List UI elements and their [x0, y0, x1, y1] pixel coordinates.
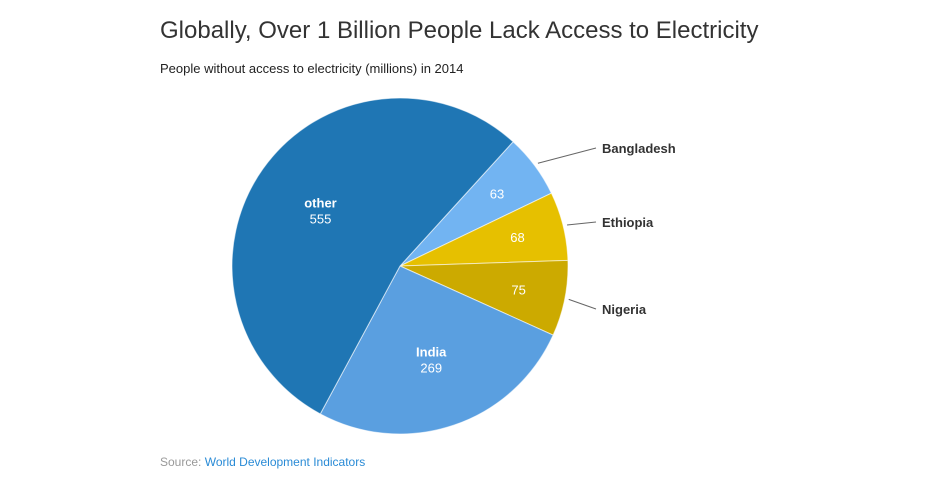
chart-subtitle: People without access to electricity (mi…	[160, 61, 464, 76]
slice-name-ethiopia: Ethiopia	[602, 215, 654, 230]
source-label: Source:	[160, 455, 202, 469]
slice-name-india: India	[416, 344, 447, 359]
slice-name-bangladesh: Bangladesh	[602, 141, 676, 156]
connector-nigeria	[568, 298, 597, 310]
connector-bangladesh	[537, 147, 597, 164]
data-label-india: 269	[420, 360, 442, 375]
slice-name-nigeria: Nigeria	[602, 302, 647, 317]
slice-name-other: other	[304, 196, 337, 211]
data-label-nigeria: 75	[511, 282, 525, 297]
pie-slice-other	[231, 97, 514, 415]
source-note: Source: World Development Indicators	[160, 455, 365, 469]
data-label-ethiopia: 68	[510, 230, 524, 245]
pie-slice-india	[319, 265, 554, 435]
chart-title: Globally, Over 1 Billion People Lack Acc…	[160, 17, 759, 44]
connector-ethiopia	[566, 221, 597, 226]
data-label-other: 555	[310, 212, 332, 227]
source-link[interactable]: World Development Indicators	[204, 455, 366, 469]
data-label-bangladesh: 63	[490, 187, 504, 202]
